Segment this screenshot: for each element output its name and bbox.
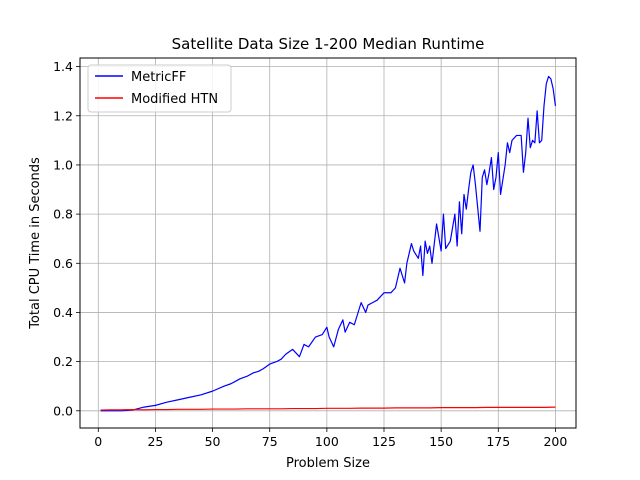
x-tick-label: 0 [94, 434, 102, 449]
x-tick-label: 150 [429, 434, 453, 449]
y-tick-label: 0.2 [53, 354, 73, 369]
x-tick-label: 200 [543, 434, 567, 449]
chart-title: Satellite Data Size 1-200 Median Runtime [172, 35, 485, 53]
y-tick-label: 1.0 [53, 157, 73, 172]
series-line-metricff [100, 75, 557, 412]
x-tick-label: 125 [372, 434, 396, 449]
x-tick-label: 50 [205, 434, 221, 449]
legend: MetricFF Modified HTN [87, 64, 232, 113]
x-tick-label: 100 [315, 434, 339, 449]
x-tick-label: 75 [262, 434, 278, 449]
ticks: 0 25 50 75 100 125 150 175 200 0.0 0.2 0.4 0.6 0.8 1.0… [53, 59, 567, 449]
legend-label-modified-htn: Modified HTN [131, 92, 218, 107]
x-tick-label: 25 [147, 434, 163, 449]
y-tick-label: 0.6 [53, 256, 73, 271]
y-tick-label: 0.8 [53, 207, 73, 222]
legend-label-metricff: MetricFF [131, 70, 186, 85]
plot-frame [79, 57, 577, 429]
y-axis-label: Total CPU Time in Seconds [28, 157, 43, 330]
grid [80, 58, 576, 428]
x-tick-label: 175 [486, 434, 510, 449]
series-layer [100, 75, 557, 412]
y-tick-label: 1.2 [53, 108, 73, 123]
y-tick-label: 1.4 [53, 59, 73, 74]
series-line-modified-htn [100, 406, 556, 411]
y-tick-label: 0.0 [53, 403, 73, 418]
legend-box [87, 64, 232, 113]
x-axis-label: Problem Size [286, 456, 370, 471]
y-tick-label: 0.4 [53, 305, 73, 320]
